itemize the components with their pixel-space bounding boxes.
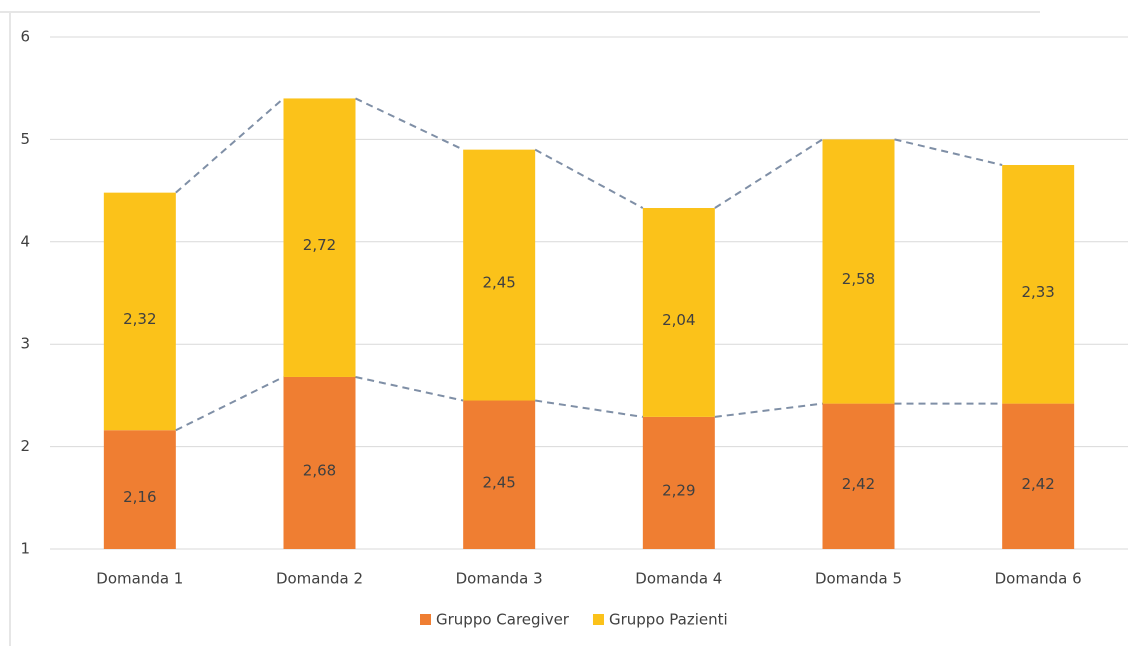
connector-line: [714, 402, 823, 418]
connector-line: [714, 138, 824, 209]
x-tick-label: Domanda 3: [456, 570, 543, 588]
connector-line: [535, 399, 643, 418]
bar-segment: [822, 139, 895, 404]
bar-segment: [1002, 403, 1075, 549]
y-tick-label: 2: [20, 437, 30, 455]
value-label: 2,68: [303, 461, 336, 479]
x-tick-label: Domanda 1: [96, 570, 183, 588]
y-tick-label: 4: [20, 232, 30, 250]
x-tick-label: Domanda 5: [815, 570, 902, 588]
value-label: 2,16: [123, 488, 156, 506]
legend-label: Gruppo Caregiver: [436, 611, 570, 629]
connector-line: [355, 375, 464, 402]
legend-label: Gruppo Pazienti: [609, 611, 728, 629]
value-label: 2,29: [662, 481, 695, 499]
bar-segment: [463, 149, 536, 401]
bar-segment: [1002, 165, 1075, 404]
bar-segment: [103, 192, 176, 431]
bar-segment: [283, 98, 356, 377]
bar-segment: [463, 400, 536, 549]
value-label: 2,33: [1021, 283, 1054, 301]
value-label: 2,42: [842, 475, 875, 493]
bar-segment: [103, 430, 176, 549]
x-tick-label: Domanda 4: [635, 570, 722, 588]
x-tick-label: Domanda 6: [995, 570, 1082, 588]
bar-segment: [822, 403, 895, 549]
legend-swatch: [592, 614, 604, 625]
bar-segment: [642, 208, 715, 417]
legend-swatch: [420, 614, 431, 625]
value-label: 2,32: [123, 310, 156, 328]
y-tick-label: 3: [20, 335, 30, 353]
connector-line: [894, 138, 1003, 166]
value-label: 2,58: [842, 270, 875, 288]
value-label: 2,72: [303, 236, 336, 254]
bar-segment: [283, 376, 356, 549]
x-tick-label: Domanda 2: [276, 570, 363, 588]
bar-segment: [642, 416, 715, 549]
value-label: 2,42: [1021, 475, 1054, 493]
connector-line: [534, 148, 644, 209]
value-label: 2,45: [482, 473, 515, 491]
y-tick-label: 6: [20, 28, 30, 46]
connector-line: [175, 376, 284, 432]
connector-line: [175, 97, 285, 194]
value-label: 2,45: [482, 274, 515, 292]
value-label: 2,04: [662, 311, 695, 329]
y-tick-label: 5: [20, 130, 30, 148]
connector-line: [355, 97, 464, 151]
y-tick-label: 1: [20, 540, 30, 558]
